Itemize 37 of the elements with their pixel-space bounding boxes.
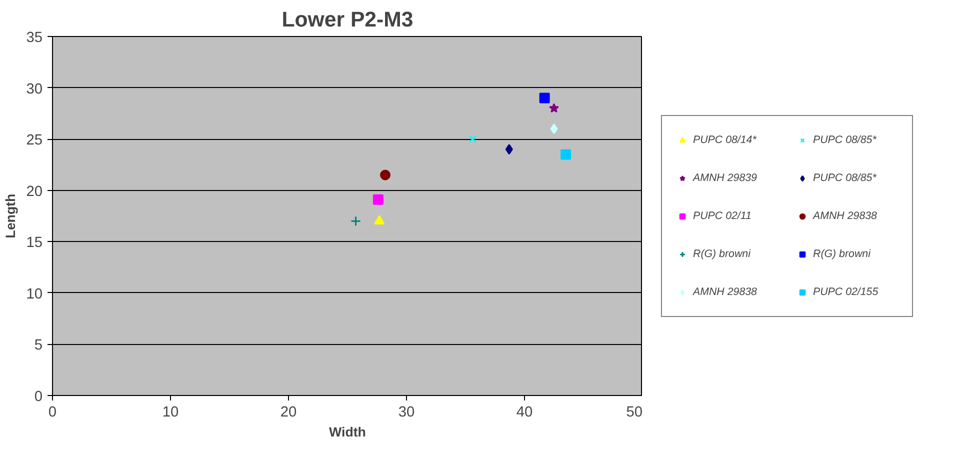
y-tick-label: 30 [26, 81, 43, 98]
x-tick-label: 40 [516, 404, 533, 420]
point [560, 149, 572, 160]
point [550, 124, 558, 134]
y-tick-label: 35 [26, 30, 43, 46]
y-tick-label: 5 [34, 338, 43, 354]
chart-title: Lower P2-M3 [282, 8, 414, 32]
y-tick-label: 0 [34, 389, 43, 405]
point [350, 216, 362, 226]
point [539, 92, 550, 104]
x-tick-label: 30 [398, 404, 415, 420]
legend-label: R(G) browni [693, 248, 752, 260]
point [468, 135, 477, 144]
legend-label: PUPC 08/14* [693, 134, 758, 146]
y-tick-label: 25 [26, 132, 43, 149]
x-axis-title: Width [329, 424, 366, 440]
y-axis-title: Length [3, 194, 18, 238]
x-tick-label: 10 [162, 404, 179, 420]
legend-label: PUPC 02/155 [813, 286, 880, 298]
legend-label: PUPC 08/85* [813, 172, 878, 184]
legend-label: PUPC 08/85* [813, 134, 878, 146]
point [372, 194, 384, 205]
point [374, 215, 385, 224]
point [380, 170, 391, 180]
x-tick-label: 20 [280, 404, 297, 420]
y-tick-label: 15 [26, 235, 43, 252]
y-tick-label: 20 [26, 184, 43, 200]
x-tick-label: 0 [48, 404, 57, 420]
legend-label: PUPC 02/11 [693, 210, 752, 222]
legend-label: R(G) browni [813, 248, 872, 260]
point [548, 103, 560, 113]
x-tick-label: 50 [626, 404, 643, 420]
legend-label: AMNH 29838 [693, 286, 758, 298]
legend-label: AMNH 29838 [813, 210, 878, 222]
y-tick-label: 10 [26, 286, 43, 302]
point [505, 144, 513, 155]
legend-label: AMNH 29839 [693, 172, 758, 184]
